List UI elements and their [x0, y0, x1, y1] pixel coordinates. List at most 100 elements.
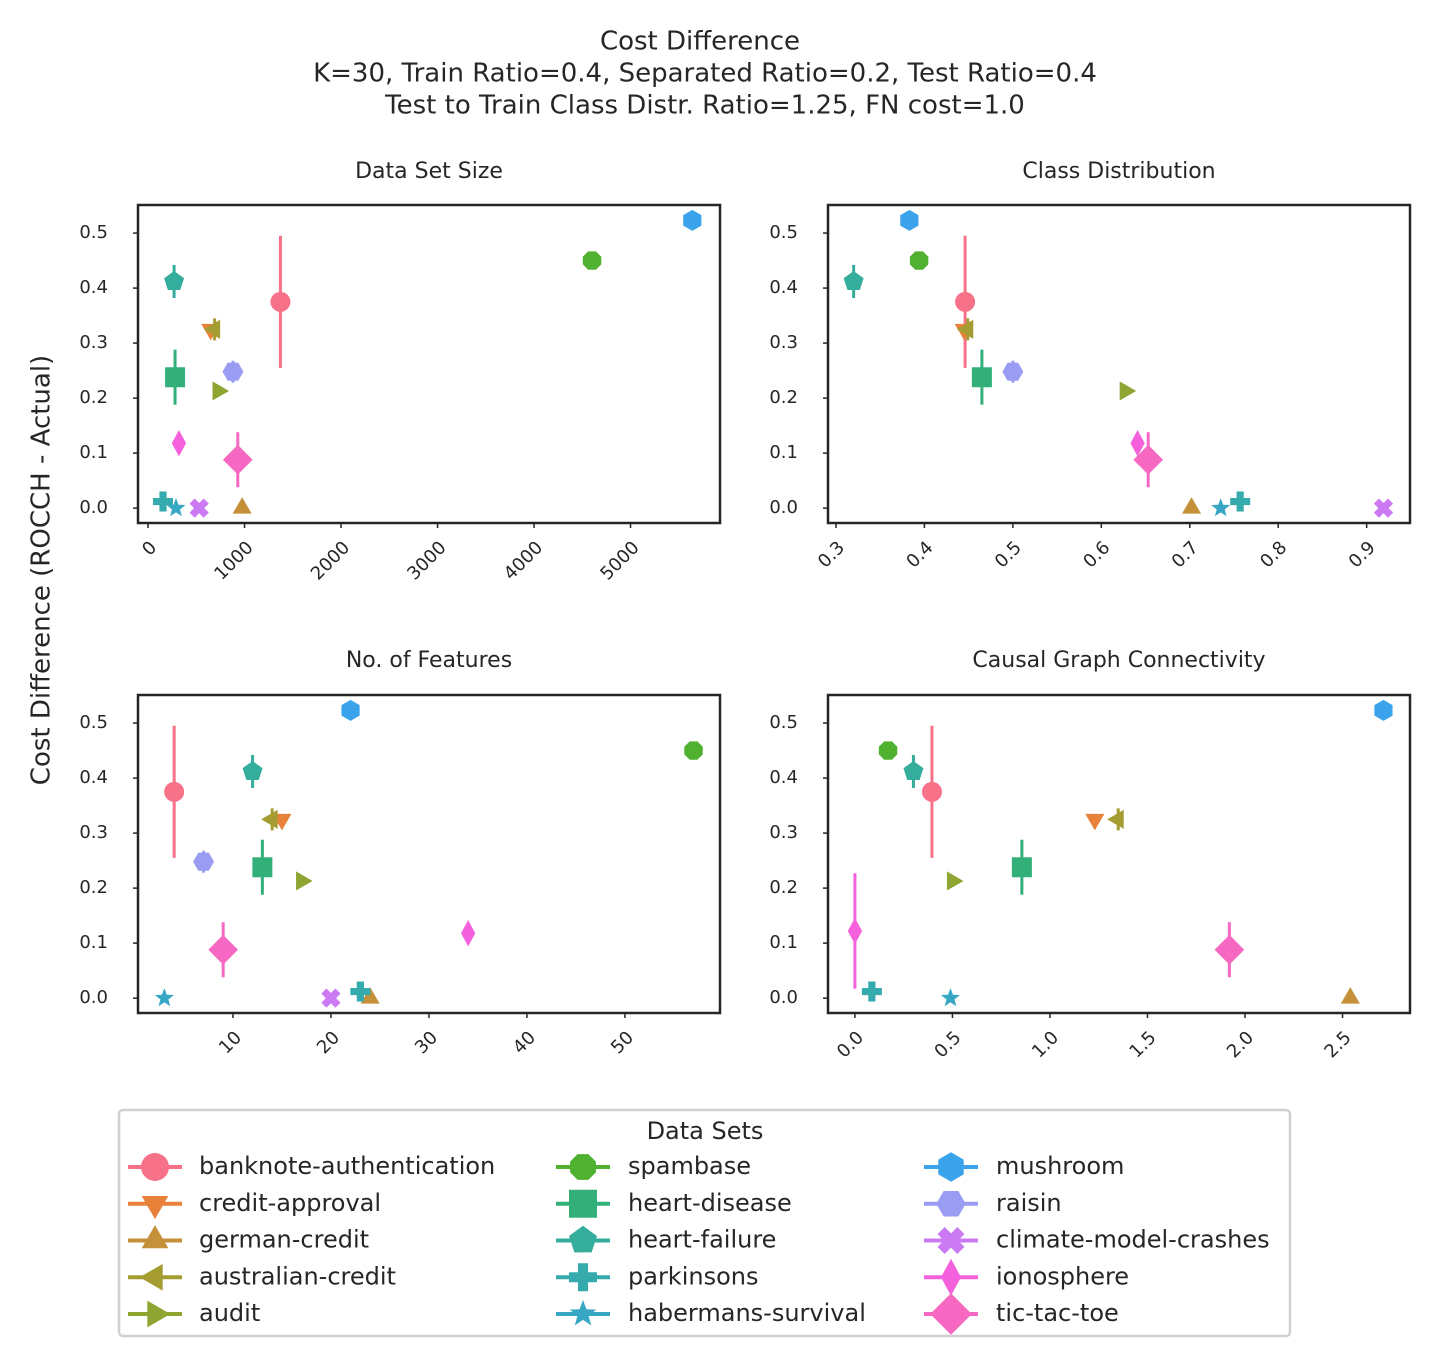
y-tick-label: 0.2 [79, 877, 108, 898]
data-point [1107, 809, 1124, 829]
y-tick-label: 0.3 [79, 332, 108, 353]
legend-marker [938, 1152, 964, 1182]
legend-label: climate-model-crashes [996, 1226, 1270, 1254]
plot-frame [136, 693, 722, 1015]
data-point [921, 781, 942, 802]
data-point [878, 741, 898, 760]
y-axis-label: Cost Difference (ROCCH - Actual) [27, 355, 57, 785]
data-point [956, 319, 974, 339]
data-point [940, 988, 960, 1007]
legend-label: parkinsons [628, 1262, 759, 1290]
legend-label: heart-disease [628, 1189, 792, 1217]
data-point [222, 444, 253, 475]
data-point [189, 498, 209, 518]
data-point [208, 934, 239, 965]
data-point [154, 988, 174, 1007]
data-point [360, 987, 380, 1004]
data-point [270, 291, 291, 312]
data-point [971, 367, 992, 388]
data-point [461, 920, 476, 947]
legend-label: mushroom [996, 1152, 1124, 1180]
figure-subtitle: Test to Train Class Distr. Ratio=1.25, F… [384, 91, 1025, 121]
data-point [171, 430, 187, 457]
data-point [321, 988, 341, 1008]
data-point [1373, 498, 1394, 518]
data-point [1002, 362, 1024, 381]
data-point [166, 498, 186, 517]
data-point [843, 270, 864, 290]
data-point [1011, 857, 1032, 878]
data-point [232, 497, 252, 514]
legend-label: banknote-authentication [199, 1152, 495, 1180]
y-tick-label: 0.4 [79, 277, 108, 298]
data-point [861, 981, 882, 1002]
data-point [165, 367, 186, 388]
data-point [683, 209, 702, 231]
y-tick-label: 0.3 [769, 332, 798, 353]
y-tick-label: 0.4 [769, 767, 798, 788]
legend-marker [569, 1300, 597, 1326]
legend-label: australian-credit [199, 1262, 396, 1290]
legend-label: spambase [628, 1152, 751, 1180]
y-tick-label: 0.0 [769, 987, 798, 1008]
figure-title: Cost Difference [600, 27, 800, 57]
y-tick-label: 0.4 [79, 767, 108, 788]
plot-frame [826, 203, 1412, 525]
data-point [909, 251, 929, 270]
data-point [1211, 498, 1231, 517]
data-point [900, 209, 919, 231]
y-tick-label: 0.1 [769, 442, 798, 463]
data-point [261, 809, 278, 829]
y-tick-label: 0.1 [79, 442, 108, 463]
data-point [1230, 491, 1251, 512]
data-point [152, 491, 173, 512]
legend-marker [147, 1300, 171, 1328]
data-point [955, 291, 976, 312]
y-tick-label: 0.2 [769, 877, 798, 898]
legend-marker [141, 1196, 169, 1220]
y-tick-label: 0.1 [79, 932, 108, 953]
plot-frame [826, 693, 1412, 1015]
y-tick-label: 0.0 [79, 987, 108, 1008]
y-tick-label: 0.5 [79, 712, 108, 733]
legend-label: raisin [996, 1189, 1062, 1217]
data-point [582, 251, 602, 270]
y-tick-label: 0.1 [769, 932, 798, 953]
data-point [296, 871, 313, 891]
data-point [1214, 934, 1245, 965]
data-point [1119, 381, 1137, 401]
y-tick-label: 0.5 [769, 712, 798, 733]
y-tick-label: 0.0 [79, 497, 108, 518]
data-point [341, 699, 360, 721]
legend-label: heart-failure [628, 1226, 776, 1254]
y-tick-label: 0.5 [769, 222, 798, 243]
y-tick-label: 0.5 [79, 222, 108, 243]
y-tick-label: 0.4 [769, 277, 798, 298]
y-tick-label: 0.2 [79, 387, 108, 408]
y-tick-label: 0.0 [769, 497, 798, 518]
data-point [946, 871, 964, 891]
subplot-title: Class Distribution [1022, 159, 1215, 184]
legend-box [117, 1108, 1292, 1338]
subplot-title: No. of Features [346, 648, 512, 673]
legend-marker [569, 1189, 597, 1218]
legend-marker [141, 1153, 169, 1181]
y-tick-label: 0.3 [79, 822, 108, 843]
data-point [164, 270, 185, 290]
legend-label: tic-tac-toe [996, 1299, 1119, 1327]
figure-subtitle: K=30, Train Ratio=0.4, Separated Ratio=0… [313, 59, 1097, 89]
legend-marker [569, 1263, 597, 1292]
legend-label: credit-approval [199, 1189, 381, 1217]
data-point [193, 852, 215, 871]
plot-frame [136, 203, 722, 525]
data-point [903, 760, 924, 780]
data-point [203, 319, 221, 339]
data-point [252, 857, 273, 878]
legend-label: habermans-survival [628, 1299, 866, 1327]
data-point [222, 362, 244, 381]
data-point [1130, 430, 1145, 457]
data-point [242, 760, 263, 780]
legend-marker [930, 1293, 972, 1335]
subplot-title: Causal Graph Connectivity [972, 648, 1265, 673]
